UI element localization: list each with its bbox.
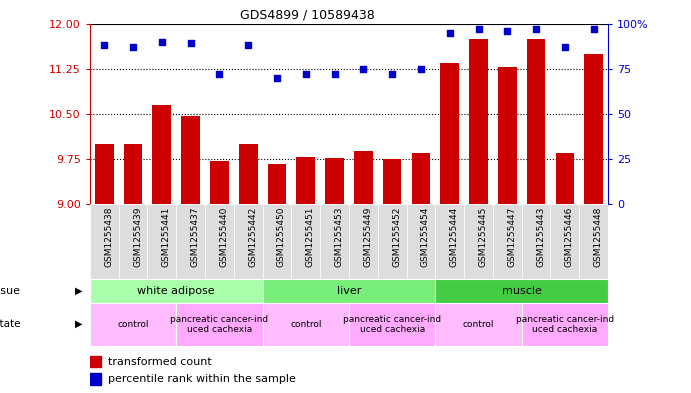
Bar bbox=[263, 204, 292, 279]
Bar bbox=[119, 204, 147, 279]
Point bbox=[156, 39, 167, 45]
Text: GSM1255437: GSM1255437 bbox=[191, 207, 200, 267]
Title: GDS4899 / 10589438: GDS4899 / 10589438 bbox=[240, 8, 375, 21]
Bar bbox=[406, 204, 435, 279]
Point bbox=[444, 29, 455, 36]
Point bbox=[300, 71, 311, 77]
Bar bbox=[263, 303, 349, 346]
Bar bbox=[124, 144, 142, 204]
Bar bbox=[522, 204, 551, 279]
Bar bbox=[527, 39, 545, 204]
Bar bbox=[263, 279, 435, 303]
Point bbox=[99, 42, 110, 48]
Point bbox=[185, 40, 196, 47]
Point bbox=[473, 26, 484, 32]
Text: GSM1255438: GSM1255438 bbox=[104, 207, 113, 267]
Bar bbox=[176, 204, 205, 279]
Bar bbox=[292, 204, 320, 279]
Text: disease state: disease state bbox=[0, 319, 21, 329]
Text: GSM1255454: GSM1255454 bbox=[421, 207, 430, 267]
Text: ▶: ▶ bbox=[75, 319, 83, 329]
Bar bbox=[435, 204, 464, 279]
Bar bbox=[90, 204, 119, 279]
Text: GSM1255444: GSM1255444 bbox=[450, 207, 459, 267]
Text: GSM1255443: GSM1255443 bbox=[536, 207, 545, 267]
Text: GSM1255446: GSM1255446 bbox=[565, 207, 574, 267]
Text: pancreatic cancer-ind
uced cachexia: pancreatic cancer-ind uced cachexia bbox=[343, 314, 442, 334]
Bar bbox=[349, 303, 435, 346]
Point bbox=[272, 75, 283, 81]
Bar bbox=[349, 204, 378, 279]
Point bbox=[386, 71, 397, 77]
Bar bbox=[551, 204, 579, 279]
Bar bbox=[95, 144, 113, 204]
Text: ▶: ▶ bbox=[75, 286, 83, 296]
Bar bbox=[556, 153, 574, 204]
Bar bbox=[296, 157, 315, 204]
Bar bbox=[585, 54, 603, 204]
Text: GSM1255450: GSM1255450 bbox=[277, 207, 286, 267]
Text: GSM1255439: GSM1255439 bbox=[133, 207, 142, 267]
Bar bbox=[90, 373, 101, 385]
Point bbox=[588, 26, 599, 32]
Text: GSM1255447: GSM1255447 bbox=[507, 207, 516, 267]
Text: liver: liver bbox=[337, 286, 361, 296]
Text: control: control bbox=[117, 320, 149, 329]
Bar bbox=[383, 159, 401, 204]
Bar bbox=[579, 204, 608, 279]
Bar bbox=[493, 204, 522, 279]
Bar bbox=[464, 204, 493, 279]
Text: GSM1255445: GSM1255445 bbox=[478, 207, 488, 267]
Bar bbox=[205, 204, 234, 279]
Bar bbox=[354, 151, 372, 204]
Bar bbox=[435, 303, 522, 346]
Bar bbox=[210, 161, 229, 204]
Bar bbox=[412, 152, 430, 204]
Bar bbox=[498, 67, 517, 204]
Point bbox=[559, 44, 570, 50]
Text: GSM1255452: GSM1255452 bbox=[392, 207, 401, 267]
Point bbox=[214, 71, 225, 77]
Text: muscle: muscle bbox=[502, 286, 542, 296]
Text: GSM1255453: GSM1255453 bbox=[334, 207, 343, 267]
Text: GSM1255441: GSM1255441 bbox=[162, 207, 171, 267]
Point bbox=[415, 66, 426, 72]
Text: control: control bbox=[463, 320, 494, 329]
Text: percentile rank within the sample: percentile rank within the sample bbox=[108, 374, 296, 384]
Bar bbox=[267, 164, 286, 204]
Bar bbox=[440, 63, 459, 204]
Text: GSM1255449: GSM1255449 bbox=[363, 207, 372, 267]
Point bbox=[531, 26, 542, 32]
Text: transformed count: transformed count bbox=[108, 356, 211, 367]
Point bbox=[243, 42, 254, 48]
Bar bbox=[176, 303, 263, 346]
Text: GSM1255440: GSM1255440 bbox=[219, 207, 229, 267]
Bar bbox=[239, 144, 258, 204]
Bar bbox=[435, 279, 608, 303]
Point bbox=[329, 71, 340, 77]
Bar bbox=[153, 105, 171, 204]
Bar bbox=[320, 204, 349, 279]
Text: GSM1255451: GSM1255451 bbox=[305, 207, 315, 267]
Text: GSM1255442: GSM1255442 bbox=[248, 207, 257, 267]
Text: pancreatic cancer-ind
uced cachexia: pancreatic cancer-ind uced cachexia bbox=[515, 314, 614, 334]
Text: GSM1255448: GSM1255448 bbox=[594, 207, 603, 267]
Text: control: control bbox=[290, 320, 321, 329]
Bar bbox=[90, 356, 101, 367]
Bar bbox=[325, 158, 344, 204]
Point bbox=[127, 44, 138, 50]
Bar bbox=[90, 303, 176, 346]
Bar bbox=[90, 279, 263, 303]
Text: tissue: tissue bbox=[0, 286, 21, 296]
Bar bbox=[181, 116, 200, 204]
Bar bbox=[234, 204, 263, 279]
Bar bbox=[469, 39, 488, 204]
Point bbox=[358, 66, 369, 72]
Text: white adipose: white adipose bbox=[138, 286, 215, 296]
Point bbox=[502, 28, 513, 34]
Bar bbox=[378, 204, 406, 279]
Bar bbox=[522, 303, 608, 346]
Bar bbox=[147, 204, 176, 279]
Text: pancreatic cancer-ind
uced cachexia: pancreatic cancer-ind uced cachexia bbox=[170, 314, 269, 334]
